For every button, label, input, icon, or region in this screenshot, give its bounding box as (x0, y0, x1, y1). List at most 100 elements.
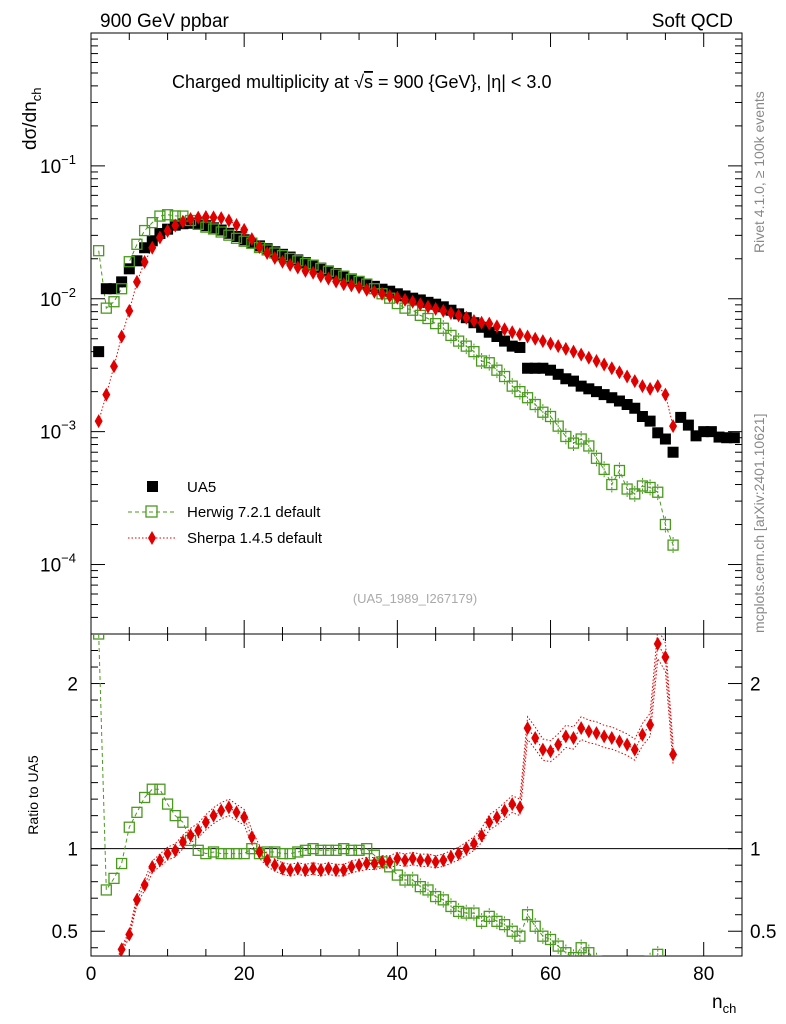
ua5-point (307, 259, 319, 271)
herwig-ratio-point (230, 847, 243, 860)
sherpa-point (332, 274, 341, 289)
herwig-ratio-point (498, 918, 511, 931)
sherpa-point (355, 280, 364, 295)
herwig-ratio-point (552, 940, 564, 952)
sherpa-point (255, 240, 264, 255)
herwig-point (100, 302, 112, 314)
sherpa-point (531, 331, 540, 346)
sherpa-point (132, 274, 141, 289)
herwig-ratio-point (93, 634, 105, 640)
herwig-point (491, 364, 503, 376)
sherpa-ratio-point (286, 863, 295, 878)
sherpa-point (646, 381, 655, 396)
sherpa-point (600, 357, 609, 372)
sherpa-band-lower (119, 657, 674, 956)
herwig-ratio-point (407, 874, 419, 886)
sherpa-ratio-point (638, 727, 647, 742)
herwig-ratio-point (590, 955, 603, 956)
herwig-point (468, 345, 480, 358)
ua5-point (705, 426, 717, 438)
sherpa-ratio-point (401, 853, 410, 868)
herwig-ratio-point (200, 847, 212, 860)
sherpa-point (224, 213, 233, 228)
sherpa-point (584, 350, 593, 365)
sherpa-ratio-point (186, 828, 195, 843)
ratio-frame (90, 633, 743, 957)
legend-marker-ua5 (147, 481, 158, 492)
sherpa-ratio-point (477, 828, 486, 843)
herwig-point (123, 256, 135, 268)
ua5-point (667, 446, 679, 458)
sherpa-band-upper (117, 634, 674, 956)
sherpa-ratio-point (247, 830, 256, 845)
ua5-point (131, 255, 143, 267)
ua5-point (522, 362, 534, 374)
sherpa-point (140, 255, 149, 270)
sherpa-ratio-point (201, 815, 210, 830)
herwig-point (652, 486, 664, 498)
herwig-point (552, 420, 564, 432)
ua5-point (721, 432, 733, 444)
sherpa-ratio-point (515, 800, 524, 815)
ua5-point (123, 263, 135, 275)
herwig-ratio-point (284, 847, 296, 860)
sherpa-point (523, 329, 532, 344)
sherpa-point (546, 336, 555, 351)
herwig-point (138, 224, 151, 237)
herwig-point (567, 437, 580, 449)
ua5-point (116, 276, 128, 288)
herwig-ratio-point (353, 844, 365, 856)
sherpa-point (462, 310, 471, 325)
sherpa-point (370, 284, 379, 299)
sherpa-point (630, 374, 639, 389)
ua5-point (514, 341, 526, 353)
ua5-point (598, 389, 610, 401)
herwig-ratio-point (660, 971, 670, 981)
y-tick-label-ratio: 1 (67, 840, 78, 861)
sherpa-point (232, 217, 241, 232)
herwig-ratio-point (115, 857, 128, 870)
ua5-point (568, 375, 580, 387)
herwig-point (659, 518, 672, 531)
sherpa-ratio-point (431, 854, 440, 869)
ua5-point (93, 346, 105, 358)
herwig-ratio-point (269, 846, 281, 858)
ua5-point (682, 419, 694, 431)
analysis-id-label: (UA5_1989_I267179) (353, 591, 477, 606)
herwig-point (606, 478, 618, 491)
sherpa-point (171, 218, 180, 233)
herwig-point (636, 480, 649, 492)
sherpa-ratio-point (209, 808, 218, 823)
ua5-point (675, 411, 687, 423)
sherpa-ratio-point (263, 853, 272, 868)
sherpa-point (148, 240, 157, 255)
sherpa-point (607, 361, 616, 376)
sherpa-ratio-point (538, 742, 547, 757)
mcplots-label: mcplots.cern.ch [arXiv:2401.10621] (751, 414, 767, 633)
sherpa-point (515, 327, 524, 342)
herwig-ratio-point (330, 844, 342, 856)
herwig-ratio-point (422, 884, 434, 896)
sherpa-ratio-point (577, 721, 586, 736)
herwig-line (98, 214, 674, 546)
ua5-point (506, 340, 518, 352)
sherpa-point (439, 303, 448, 318)
ratio-series (91, 634, 742, 981)
herwig-point (590, 452, 603, 464)
sherpa-ratio-point (393, 851, 402, 866)
ua5-point (100, 283, 112, 295)
sherpa-ratio-point (140, 877, 149, 892)
herwig-ratio-point (468, 907, 480, 919)
ua5-point (491, 330, 503, 342)
herwig-ratio-point (207, 846, 220, 858)
sherpa-point (454, 308, 463, 323)
sherpa-point (301, 263, 310, 278)
sherpa-point (186, 212, 195, 227)
herwig-ratio-point (429, 890, 442, 903)
sherpa-point (278, 254, 287, 269)
ua5-point (238, 234, 250, 246)
ua5-point (208, 222, 220, 234)
sherpa-point (401, 292, 410, 307)
sherpa-ratio-point (646, 717, 655, 732)
legend-label-sherpa: Sherpa 1.4.5 default (187, 530, 323, 547)
